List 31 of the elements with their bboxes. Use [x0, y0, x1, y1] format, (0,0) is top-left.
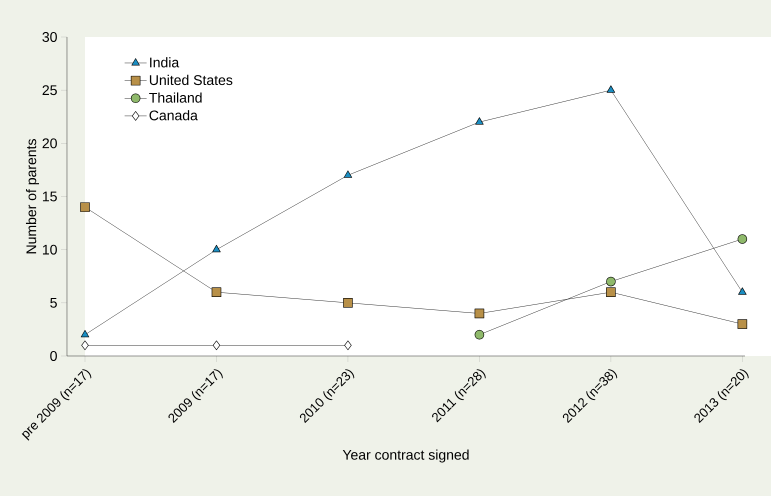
point: [606, 287, 616, 297]
x-axis-title: Year contract signed: [342, 449, 469, 463]
point: [344, 170, 352, 178]
point: [344, 340, 352, 350]
point: [80, 202, 90, 212]
y-tick-label: 10: [42, 244, 57, 255]
point: [738, 287, 747, 295]
point: [606, 85, 616, 93]
y-tick-label: 0: [50, 351, 57, 361]
point: [212, 244, 221, 252]
point: [474, 330, 484, 340]
legend-label: India: [150, 57, 180, 68]
point: [475, 117, 484, 125]
y-axis-title: Number of parents: [26, 139, 40, 254]
point: [606, 276, 616, 286]
point: [738, 234, 748, 244]
point: [80, 330, 90, 338]
point: [474, 308, 484, 318]
point: [212, 340, 220, 350]
legend-label: Canada: [150, 110, 198, 120]
y-tick-label: 5: [50, 298, 57, 308]
point: [212, 287, 222, 297]
y-tick-label: 25: [42, 85, 57, 96]
y-tick-label: 15: [42, 192, 57, 202]
legend-label: United States: [150, 74, 232, 86]
legend-label: Thailand: [149, 92, 202, 103]
point: [738, 319, 748, 329]
point: [81, 340, 89, 350]
y-tick-label: 30: [42, 32, 57, 42]
point: [343, 298, 353, 308]
y-tick-label: 20: [42, 138, 57, 148]
